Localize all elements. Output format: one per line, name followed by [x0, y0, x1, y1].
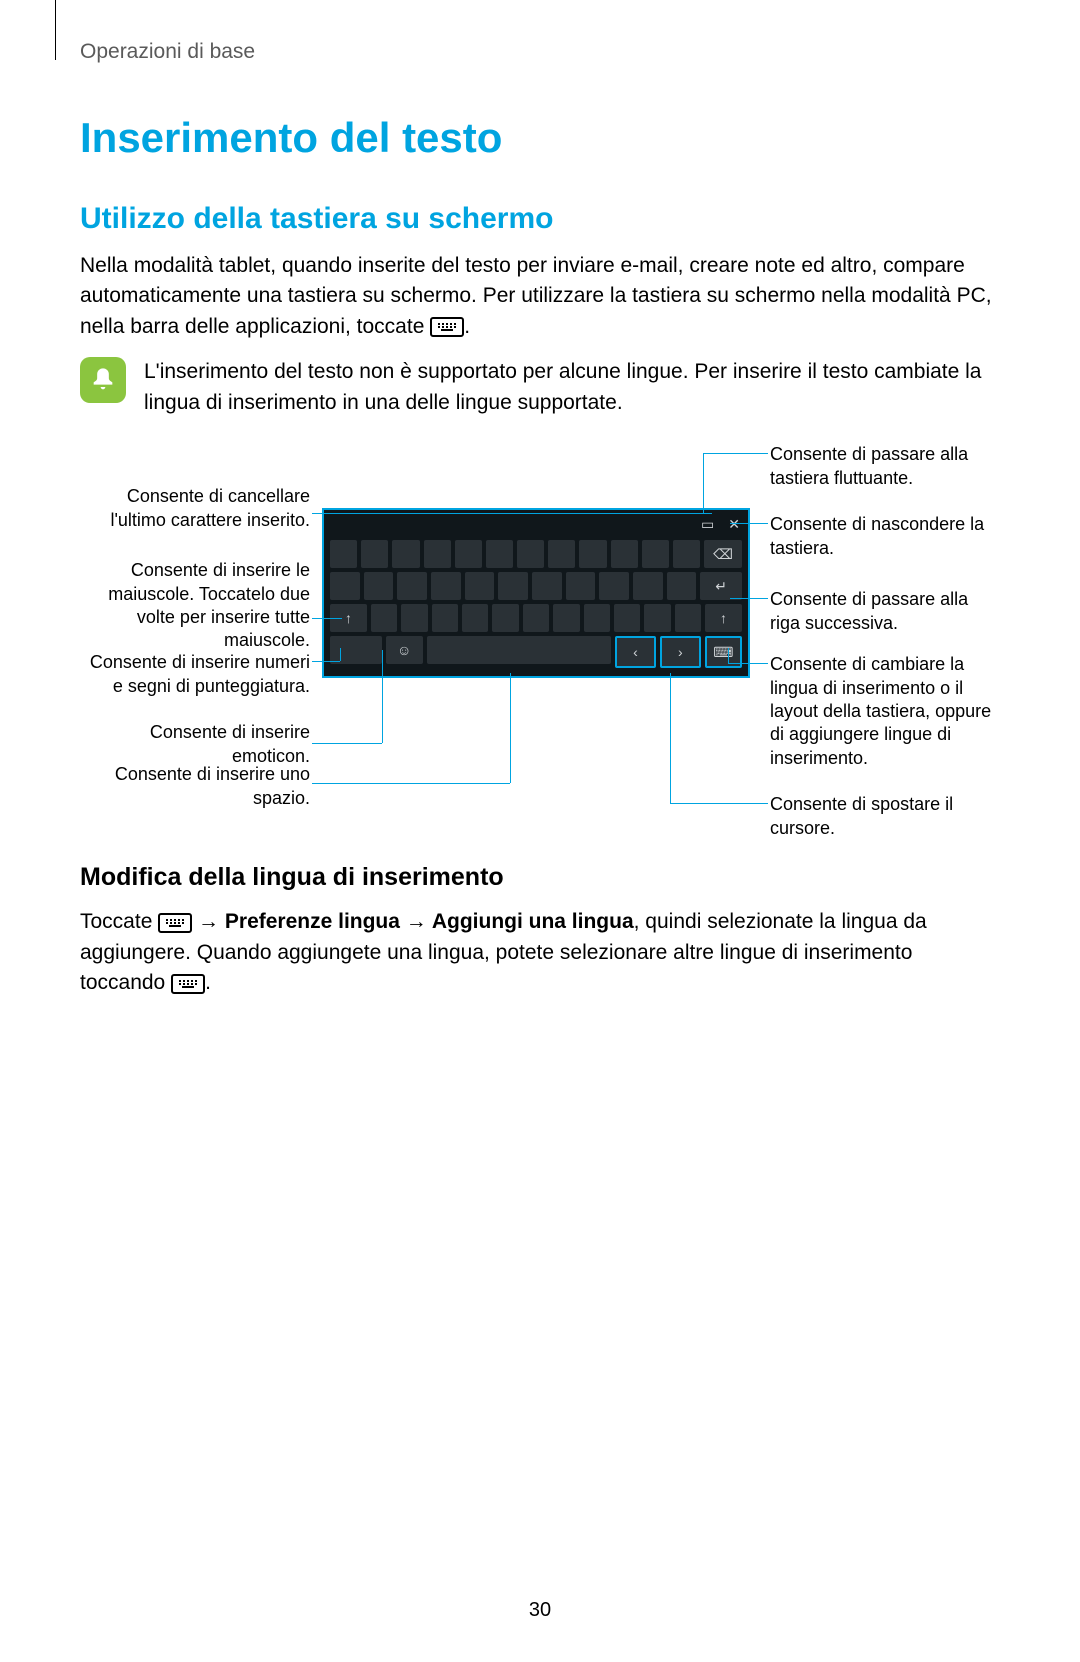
keyboard-icon: [430, 317, 464, 337]
kb-key[interactable]: [673, 540, 700, 568]
s2-pre: Toccate: [80, 910, 158, 933]
kb-key[interactable]: [371, 604, 397, 632]
kb-key[interactable]: [614, 604, 640, 632]
keyboard-icon: [158, 913, 192, 933]
kb-key[interactable]: [364, 572, 394, 600]
callout-language: Consente di cambiare la lingua di inseri…: [770, 653, 1000, 770]
section2-paragraph: Toccate → Preferenze lingua → Aggiungi u…: [80, 907, 1000, 998]
kb-key[interactable]: [548, 540, 575, 568]
callout-hide: Consente di nascondere la tastiera.: [770, 513, 1000, 560]
kb-key[interactable]: [465, 572, 495, 600]
intro-text-1: Nella modalità tablet, quando inserite d…: [80, 254, 992, 338]
kb-key[interactable]: [401, 604, 427, 632]
kb-key[interactable]: [431, 572, 461, 600]
float-icon: ▭: [701, 516, 714, 533]
kb-key[interactable]: [532, 572, 562, 600]
kb-key[interactable]: [455, 540, 482, 568]
kb-key[interactable]: [462, 604, 488, 632]
backspace-key[interactable]: ⌫: [704, 540, 742, 568]
callout-emoticon: Consente di inserire emoticon.: [80, 721, 310, 768]
callout-space: Consente di inserire uno spazio.: [80, 763, 310, 810]
shift-key-right[interactable]: ↑: [705, 604, 742, 632]
kb-key[interactable]: [432, 604, 458, 632]
symbols-key[interactable]: [330, 636, 382, 664]
note-text: L'inserimento del testo non è supportato…: [144, 357, 1000, 418]
kb-key[interactable]: [633, 572, 663, 600]
kb-key[interactable]: [523, 604, 549, 632]
kb-key[interactable]: [392, 540, 419, 568]
kb-key[interactable]: [330, 540, 357, 568]
kb-key[interactable]: [498, 572, 528, 600]
space-key[interactable]: [427, 636, 611, 664]
kb-key[interactable]: [566, 572, 596, 600]
callout-shift: Consente di inserire le maiuscole. Tocca…: [80, 559, 310, 653]
keyboard-icon: [171, 974, 205, 994]
subtitle: Utilizzo della tastiera su schermo: [80, 202, 1000, 236]
kb-key[interactable]: [675, 604, 701, 632]
kb-key[interactable]: [599, 572, 629, 600]
callout-floating: Consente di passare alla tastiera fluttu…: [770, 443, 1000, 490]
bell-icon: [80, 357, 126, 403]
kb-key[interactable]: [397, 572, 427, 600]
cursor-left-key[interactable]: ‹: [615, 636, 656, 668]
page-title: Inserimento del testo: [80, 114, 1000, 162]
section-heading: Modifica della lingua di inserimento: [80, 863, 1000, 892]
page-number: 30: [80, 1599, 1000, 1622]
kb-key[interactable]: [361, 540, 388, 568]
close-icon: ✕: [728, 516, 740, 533]
intro-paragraph: Nella modalità tablet, quando inserite d…: [80, 251, 1000, 342]
kb-key[interactable]: [644, 604, 670, 632]
kb-key[interactable]: [584, 604, 610, 632]
callout-nextline: Consente di passare alla riga successiva…: [770, 588, 1000, 635]
kb-key[interactable]: [667, 572, 697, 600]
kb-key[interactable]: [492, 604, 518, 632]
emoticon-key[interactable]: ☺: [386, 636, 423, 664]
kb-key[interactable]: [517, 540, 544, 568]
intro-text-2: .: [464, 315, 470, 338]
kb-key[interactable]: [330, 572, 360, 600]
s2-post: .: [205, 971, 211, 994]
enter-key[interactable]: ↵: [700, 572, 742, 600]
callout-symbols: Consente di inserire numeri e segni di p…: [80, 651, 310, 698]
keyboard-diagram: ▭ ✕ ⌫: [80, 443, 1000, 833]
kb-key[interactable]: [486, 540, 513, 568]
callout-cursor: Consente di spostare il cursore.: [770, 793, 1000, 840]
onscreen-keyboard: ▭ ✕ ⌫: [322, 508, 750, 678]
kb-key[interactable]: [642, 540, 669, 568]
kb-key[interactable]: [553, 604, 579, 632]
callout-delete: Consente di cancellare l'ultimo caratter…: [80, 485, 310, 532]
cursor-right-key[interactable]: ›: [660, 636, 701, 668]
s2-bold: → Preferenze lingua → Aggiungi una lingu…: [192, 910, 633, 933]
kb-key[interactable]: [424, 540, 451, 568]
kb-key[interactable]: [579, 540, 606, 568]
kb-key[interactable]: [611, 540, 638, 568]
breadcrumb: Operazioni di base: [80, 40, 1000, 64]
